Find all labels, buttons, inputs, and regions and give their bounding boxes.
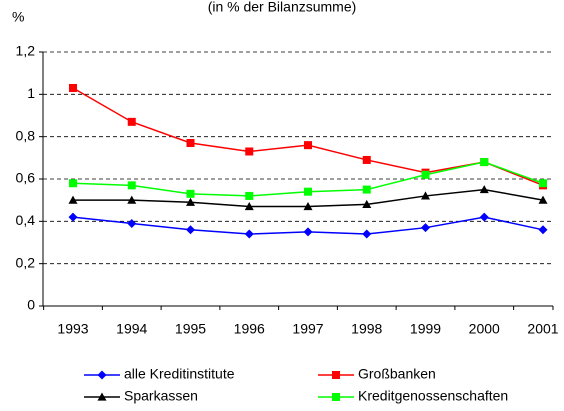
data-point	[303, 227, 313, 237]
data-point	[186, 225, 195, 235]
x-tick-label: 1999	[410, 321, 441, 337]
data-point	[362, 155, 371, 164]
x-tick-label: 1995	[175, 321, 206, 337]
data-point	[127, 195, 137, 204]
y-tick-label: 1	[27, 85, 35, 101]
data-point	[304, 141, 312, 150]
data-point	[303, 202, 313, 211]
y-tick-label: 0,4	[16, 212, 36, 228]
data-point	[479, 185, 489, 194]
data-point	[479, 212, 489, 222]
x-tick-label: 1994	[116, 321, 147, 337]
data-point	[245, 191, 254, 200]
x-tick-label: 1996	[234, 321, 265, 337]
data-point	[127, 181, 136, 190]
data-point	[244, 202, 254, 211]
y-tick-label: 0	[27, 297, 35, 313]
legend-label: Sparkassen	[124, 388, 198, 404]
x-tick-label: 2001	[527, 321, 558, 337]
y-axis-label: %	[12, 9, 24, 25]
data-point	[186, 139, 195, 148]
data-point	[304, 187, 312, 196]
data-point	[480, 158, 489, 167]
data-point	[68, 195, 78, 204]
data-point	[538, 225, 548, 235]
y-tick-label: 0,8	[16, 127, 36, 143]
data-point	[362, 229, 372, 239]
legend-label: Kreditgenossenschaften	[358, 388, 508, 404]
data-point	[362, 185, 371, 194]
data-point	[186, 197, 195, 206]
data-point	[68, 212, 78, 222]
x-tick-label: 1998	[351, 321, 382, 337]
data-point	[538, 195, 548, 204]
legend-label: alle Kreditinstitute	[124, 366, 235, 382]
data-point	[421, 191, 430, 200]
x-tick-label: 1993	[57, 321, 88, 337]
data-point	[362, 199, 372, 208]
data-point	[244, 229, 254, 239]
data-point	[539, 179, 547, 188]
legend-label: Großbanken	[358, 366, 436, 382]
data-point	[421, 170, 430, 179]
data-point	[186, 189, 195, 198]
legend-marker	[332, 371, 340, 379]
data-point	[69, 83, 77, 92]
x-tick-label: 1997	[292, 321, 323, 337]
data-point	[245, 147, 254, 156]
y-tick-label: 0,2	[16, 254, 36, 270]
chart-title: (in % der Bilanzsumme)	[208, 0, 357, 15]
data-point	[421, 223, 430, 233]
data-point	[127, 117, 136, 126]
y-tick-label: 0,6	[16, 170, 36, 186]
legend-marker	[97, 370, 107, 380]
legend-marker	[97, 392, 107, 401]
data-point	[127, 218, 137, 228]
y-tick-label: 1,2	[16, 43, 36, 59]
data-point	[69, 179, 77, 188]
legend-marker	[332, 393, 340, 401]
x-tick-label: 2000	[469, 321, 500, 337]
